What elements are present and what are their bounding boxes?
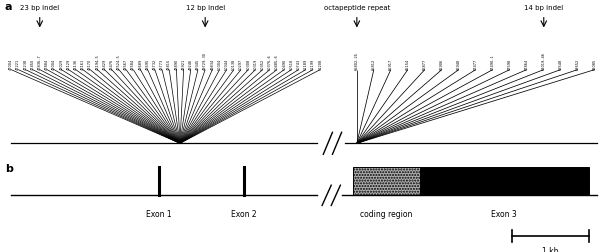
Text: 65812: 65812 (372, 58, 376, 70)
Text: 67864: 67864 (525, 58, 529, 70)
Text: octapeptide repeat: octapeptide repeat (324, 5, 390, 11)
Text: 66906: 66906 (440, 58, 444, 70)
Text: 23 bp indel: 23 bp indel (20, 5, 59, 11)
Text: 49345: 49345 (196, 58, 200, 70)
Text: 47836..7: 47836..7 (38, 54, 41, 70)
Text: 48815: 48815 (167, 58, 171, 70)
Text: 50485..6: 50485..6 (275, 54, 279, 70)
Text: 50743: 50743 (296, 58, 301, 70)
Text: 48129: 48129 (66, 58, 71, 70)
Text: 47238: 47238 (23, 58, 27, 70)
Text: 69085: 69085 (593, 58, 597, 70)
Text: 48029: 48029 (59, 58, 63, 70)
Text: 48732: 48732 (153, 58, 157, 70)
Text: 47004: 47004 (9, 58, 13, 70)
Text: 47884: 47884 (45, 58, 49, 70)
Text: 50044: 50044 (224, 58, 229, 70)
Text: 1 kb: 1 kb (542, 246, 559, 252)
Text: 50490: 50490 (282, 58, 286, 70)
Text: 67477: 67477 (474, 58, 478, 70)
Text: 47450: 47450 (30, 58, 35, 70)
Text: 48170: 48170 (88, 58, 92, 70)
Text: 49834: 49834 (210, 58, 214, 70)
Text: 48773: 48773 (160, 58, 164, 70)
Text: 48004: 48004 (52, 58, 56, 70)
Text: 48689: 48689 (138, 58, 143, 70)
Text: 67598: 67598 (508, 58, 512, 70)
Text: 50319: 50319 (254, 58, 257, 70)
Text: 50518: 50518 (290, 58, 293, 70)
Text: 48567: 48567 (124, 58, 128, 70)
Text: 65917: 65917 (389, 58, 393, 70)
Text: 50004: 50004 (218, 58, 221, 70)
Text: Exon 3: Exon 3 (491, 210, 517, 219)
Text: 48890: 48890 (174, 58, 178, 70)
Text: 47221: 47221 (16, 58, 20, 70)
Text: 67490..1: 67490..1 (491, 54, 495, 70)
Text: 66948: 66948 (457, 58, 461, 70)
Text: 48695: 48695 (146, 58, 149, 70)
Text: 51199: 51199 (311, 58, 315, 70)
Bar (420, 167, 589, 196)
Text: 14 bp indel: 14 bp indel (524, 5, 564, 11)
Text: 65802..25: 65802..25 (355, 52, 359, 70)
Text: 48429: 48429 (102, 58, 107, 70)
Text: 50352: 50352 (260, 58, 265, 70)
Text: 49246: 49246 (188, 58, 193, 70)
Text: 51189: 51189 (304, 58, 308, 70)
Text: 49729..30: 49729..30 (203, 52, 207, 70)
Bar (353, 167, 420, 196)
Text: 51208: 51208 (318, 58, 322, 70)
Text: a: a (5, 2, 12, 12)
Text: 66154: 66154 (406, 58, 410, 70)
Text: b: b (5, 163, 13, 173)
Text: 50138: 50138 (232, 58, 236, 70)
Text: 48524..5: 48524..5 (117, 54, 121, 70)
Text: 68652: 68652 (576, 58, 579, 70)
Text: 50308: 50308 (246, 58, 250, 70)
Text: 50376..6: 50376..6 (268, 54, 272, 70)
Text: 48476: 48476 (110, 58, 113, 70)
Text: 50297: 50297 (239, 58, 243, 70)
Text: 48921: 48921 (182, 58, 185, 70)
Text: 66877: 66877 (423, 58, 427, 70)
Text: coding region: coding region (360, 210, 412, 219)
Text: 48584: 48584 (131, 58, 135, 70)
Text: 48194..5: 48194..5 (95, 54, 99, 70)
Text: Exon 1: Exon 1 (146, 210, 171, 219)
Text: 68019..46: 68019..46 (542, 52, 546, 70)
Text: Exon 2: Exon 2 (231, 210, 257, 219)
Text: 12 bp indel: 12 bp indel (185, 5, 225, 11)
Text: 68548: 68548 (559, 58, 563, 70)
Text: 48161: 48161 (81, 58, 85, 70)
Text: 48136: 48136 (74, 58, 77, 70)
